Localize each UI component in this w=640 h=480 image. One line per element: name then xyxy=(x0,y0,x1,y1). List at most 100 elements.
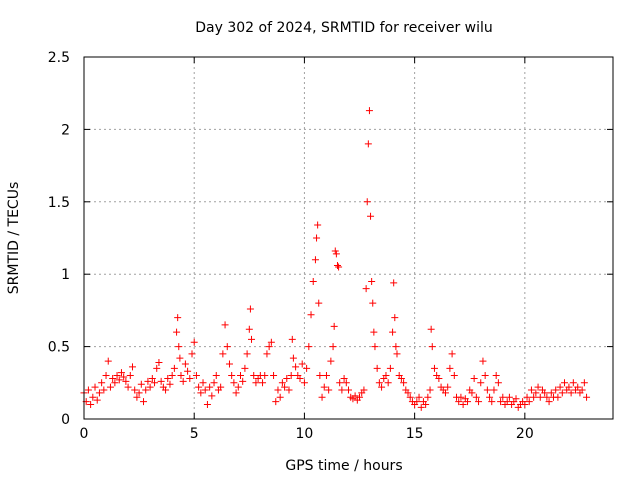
data-point xyxy=(464,398,472,406)
data-point xyxy=(283,374,291,382)
x-tick-label: 15 xyxy=(406,426,424,442)
data-point xyxy=(384,379,392,387)
data-point xyxy=(488,398,496,406)
data-point xyxy=(122,377,130,385)
x-tick-label: 5 xyxy=(190,426,199,442)
data-point xyxy=(320,383,328,391)
data-point xyxy=(327,357,335,365)
data-point xyxy=(93,396,101,404)
data-point xyxy=(126,372,134,380)
grid xyxy=(84,57,613,419)
data-point xyxy=(390,279,398,287)
data-point xyxy=(556,383,564,391)
data-point xyxy=(195,383,203,391)
data-point xyxy=(430,364,438,372)
y-tick-label: 1 xyxy=(61,267,70,283)
x-axis-label: GPS time / hours xyxy=(285,458,402,474)
data-point xyxy=(523,393,531,401)
data-point xyxy=(360,386,368,394)
data-point xyxy=(364,140,372,148)
data-point xyxy=(188,350,196,358)
data-point xyxy=(120,373,128,381)
data-point xyxy=(201,386,209,394)
data-point xyxy=(190,338,198,346)
data-point xyxy=(137,380,145,388)
data-point xyxy=(115,376,123,384)
data-point xyxy=(331,247,339,255)
data-point xyxy=(274,386,282,394)
data-point xyxy=(250,372,258,380)
data-point xyxy=(479,357,487,365)
data-point xyxy=(151,379,159,387)
data-point xyxy=(554,393,562,401)
data-point xyxy=(111,379,119,387)
data-point xyxy=(558,389,566,397)
data-point xyxy=(427,325,435,333)
data-point xyxy=(176,354,184,362)
data-point xyxy=(117,369,125,377)
data-point xyxy=(333,262,341,270)
data-point xyxy=(422,401,430,409)
data-point xyxy=(173,328,181,336)
data-point xyxy=(378,383,386,391)
data-point xyxy=(303,364,311,372)
data-point xyxy=(142,386,150,394)
x-tick-label: 10 xyxy=(296,426,314,442)
data-point xyxy=(267,338,275,346)
data-point xyxy=(336,379,344,387)
plot-frame xyxy=(83,56,614,420)
data-point xyxy=(486,393,494,401)
data-point xyxy=(459,401,467,409)
data-point xyxy=(494,379,502,387)
data-point xyxy=(148,374,156,382)
data-point xyxy=(131,386,139,394)
data-point xyxy=(472,393,480,401)
axis-ticks: 0 5 10 15 20 0 0.5 1 1.5 2 2.5 xyxy=(48,50,613,442)
data-point xyxy=(565,383,573,391)
data-point xyxy=(135,389,143,397)
data-point xyxy=(197,389,205,397)
data-point xyxy=(561,379,569,387)
data-point xyxy=(483,386,491,394)
data-point xyxy=(140,398,148,406)
data-point xyxy=(192,372,200,380)
data-point xyxy=(318,393,326,401)
data-point xyxy=(179,377,187,385)
data-point xyxy=(367,212,375,220)
data-point xyxy=(342,379,350,387)
data-point xyxy=(413,398,421,406)
data-point xyxy=(166,380,174,388)
data-point xyxy=(457,393,465,401)
data-point xyxy=(234,383,242,391)
data-point xyxy=(309,277,317,285)
chart-title: Day 302 of 2024, SRMTID for receiver wil… xyxy=(195,20,493,36)
data-point xyxy=(371,343,379,351)
data-point xyxy=(365,107,373,115)
data-point xyxy=(391,314,399,322)
data-point xyxy=(389,328,397,336)
data-point xyxy=(102,372,110,380)
data-point xyxy=(578,386,586,394)
data-point xyxy=(345,386,352,394)
data-point xyxy=(263,350,271,358)
data-point xyxy=(95,389,103,397)
data-point xyxy=(239,377,247,385)
data-point xyxy=(543,393,551,401)
data-point xyxy=(369,299,377,307)
data-point xyxy=(287,372,295,380)
data-point xyxy=(325,386,333,394)
data-point xyxy=(206,383,214,391)
data-point xyxy=(270,372,278,380)
data-point xyxy=(446,364,454,372)
data-point xyxy=(265,343,273,351)
data-point xyxy=(168,372,176,380)
data-point xyxy=(426,386,434,394)
data-point xyxy=(329,343,337,351)
y-tick-label: 0 xyxy=(61,412,70,428)
data-point xyxy=(417,403,425,411)
data-point xyxy=(153,364,161,372)
data-point xyxy=(272,398,280,406)
data-point xyxy=(536,393,544,401)
data-point xyxy=(300,379,308,387)
